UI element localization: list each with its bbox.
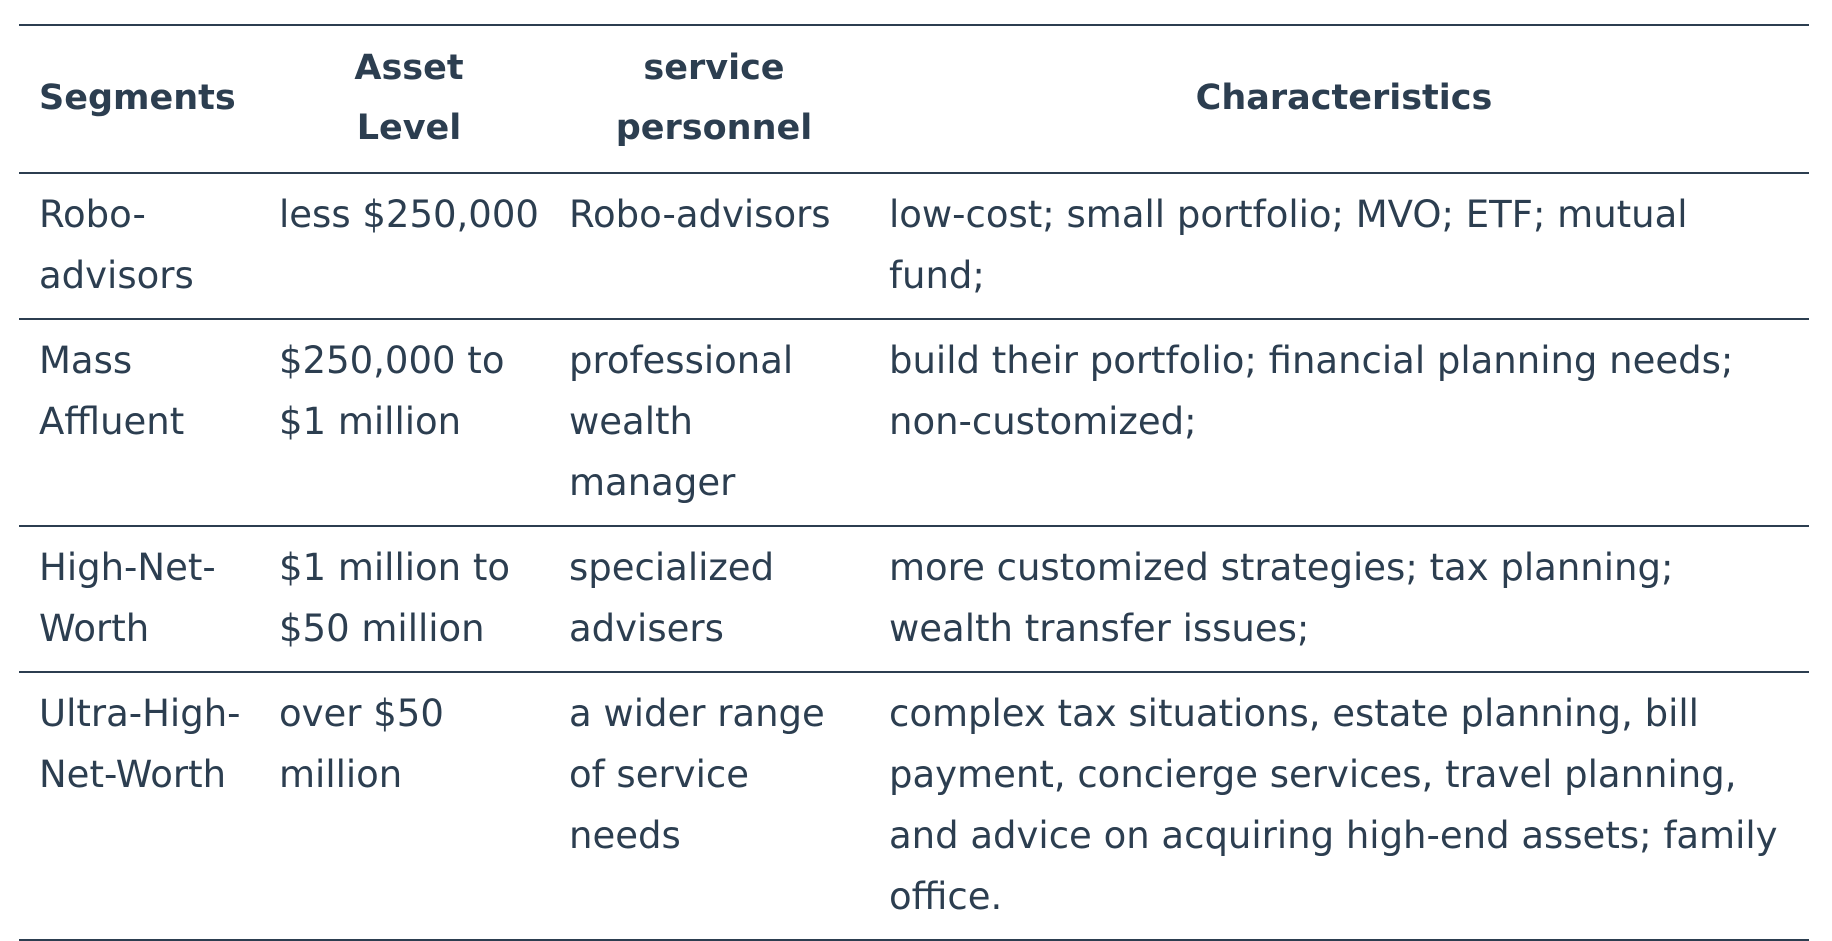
table-body: Robo-advisors less $250,000 Robo-advisor… (19, 173, 1809, 940)
cell-asset-level: less $250,000 (279, 193, 539, 236)
cell-service-personnel: Robo-advisors (569, 193, 831, 236)
cell-characteristics: more customized strategies; tax planning… (889, 546, 1674, 650)
cell-segment: Ultra-High-Net-Worth (39, 692, 241, 796)
wealth-segments-table: Segments Asset Level service personnel C… (19, 24, 1809, 941)
cell-service-personnel: professional wealth manager (569, 339, 794, 504)
header-row: Segments Asset Level service personnel C… (19, 25, 1809, 173)
cell-segment: High-Net-Worth (39, 546, 216, 650)
table-row: Ultra-High-Net-Worth over $50 million a … (19, 672, 1809, 940)
header-segments: Segments (39, 78, 236, 118)
table-row: Mass Affluent $250,000 to $1 million pro… (19, 319, 1809, 526)
table-row: Robo-advisors less $250,000 Robo-advisor… (19, 173, 1809, 319)
wealth-segments-table-container: Segments Asset Level service personnel C… (19, 24, 1809, 941)
header-characteristics: Characteristics (1195, 78, 1493, 118)
cell-characteristics: low-cost; small portfolio; MVO; ETF; mut… (889, 193, 1688, 297)
table-header: Segments Asset Level service personnel C… (19, 25, 1809, 173)
header-service-personnel: service personnel (615, 48, 813, 148)
cell-service-personnel: a wider range of service needs (569, 692, 825, 857)
cell-asset-level: $1 million to $50 million (279, 546, 510, 650)
table-row: High-Net-Worth $1 million to $50 million… (19, 526, 1809, 672)
header-asset-level: Asset Level (354, 48, 464, 148)
cell-segment: Robo-advisors (39, 193, 194, 297)
cell-asset-level: over $50 million (279, 692, 444, 796)
cell-asset-level: $250,000 to $1 million (279, 339, 505, 443)
cell-segment: Mass Affluent (39, 339, 185, 443)
cell-characteristics: build their portfolio; financial plannin… (889, 339, 1734, 443)
cell-characteristics: complex tax situations, estate planning,… (889, 692, 1778, 918)
cell-service-personnel: specialized advisers (569, 546, 775, 650)
